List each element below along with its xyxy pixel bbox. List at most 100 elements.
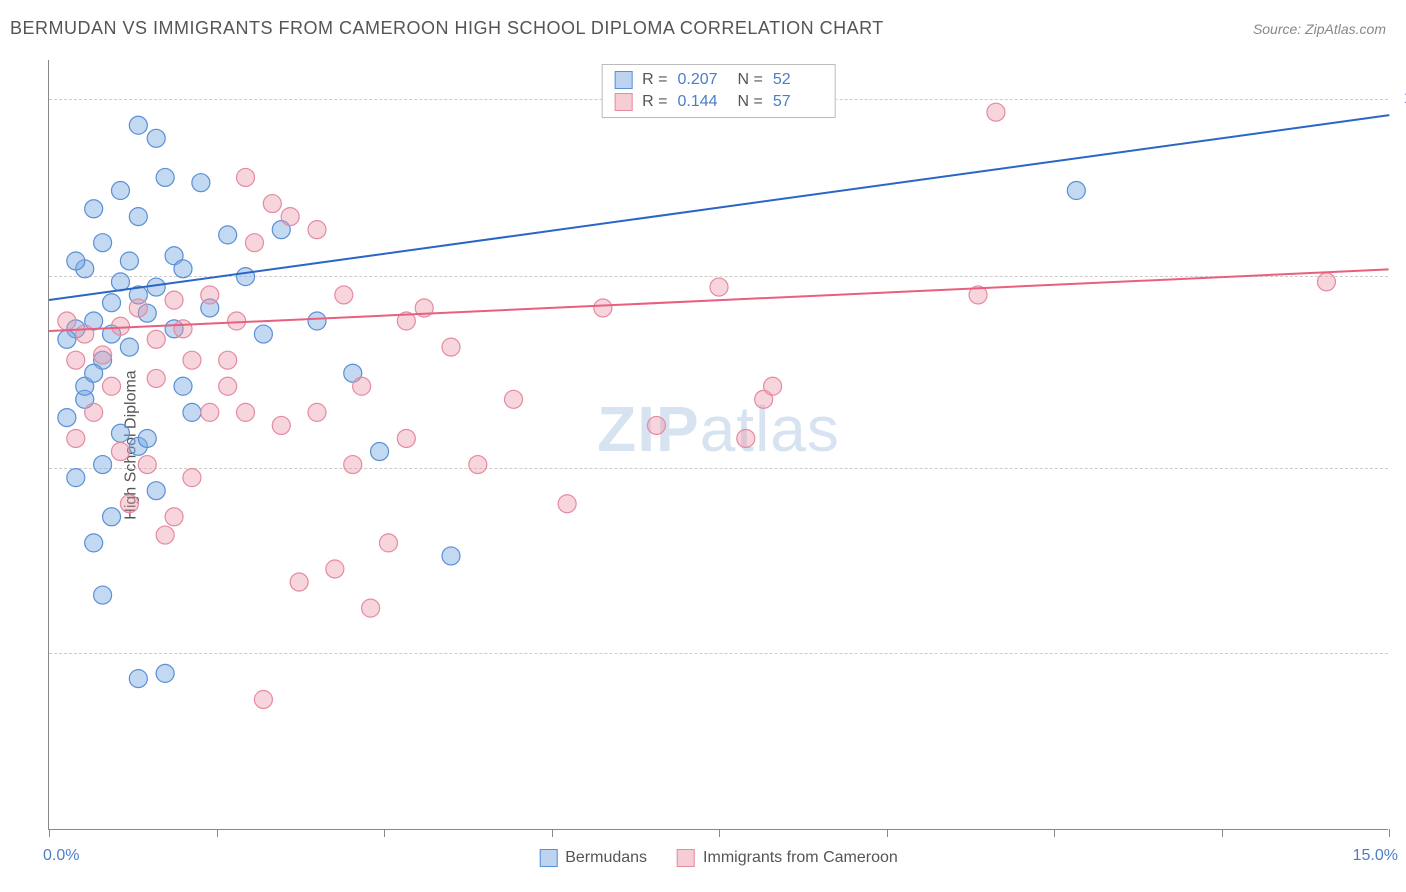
scatter-point <box>129 208 147 226</box>
x-tick <box>49 829 50 837</box>
scatter-point <box>219 351 237 369</box>
scatter-point <box>58 330 76 348</box>
x-tick <box>217 829 218 837</box>
y-tick-label: 77.5% <box>1398 644 1406 662</box>
x-tick <box>887 829 888 837</box>
r-label: R = <box>642 71 667 89</box>
r-label: R = <box>642 93 667 111</box>
scatter-point <box>326 560 344 578</box>
scatter-point <box>67 469 85 487</box>
scatter-point <box>156 168 174 186</box>
scatter-point <box>344 456 362 474</box>
scatter-point <box>254 325 272 343</box>
scatter-point <box>94 586 112 604</box>
scatter-point <box>174 377 192 395</box>
scatter-point <box>120 495 138 513</box>
x-tick <box>1222 829 1223 837</box>
title-row: BERMUDAN VS IMMIGRANTS FROM CAMEROON HIG… <box>10 18 1386 39</box>
series-swatch <box>614 71 632 89</box>
scatter-point <box>362 599 380 617</box>
legend-label: Immigrants from Cameroon <box>703 849 898 867</box>
scatter-point <box>353 377 371 395</box>
scatter-point <box>201 286 219 304</box>
scatter-point <box>237 168 255 186</box>
scatter-point <box>147 330 165 348</box>
scatter-point <box>85 200 103 218</box>
scatter-point <box>245 234 263 252</box>
scatter-point <box>58 312 76 330</box>
scatter-point <box>219 226 237 244</box>
series-swatch <box>677 849 695 867</box>
scatter-point <box>371 443 389 461</box>
scatter-point <box>710 278 728 296</box>
x-tick <box>1389 829 1390 837</box>
x-tick <box>384 829 385 837</box>
scatter-points-layer <box>49 60 1389 830</box>
y-tick-label: 92.5% <box>1398 267 1406 285</box>
scatter-point <box>85 403 103 421</box>
scatter-point <box>1067 182 1085 200</box>
x-tick <box>552 829 553 837</box>
scatter-point <box>290 573 308 591</box>
x-tick <box>719 829 720 837</box>
x-axis-max-label: 15.0% <box>1353 847 1398 865</box>
scatter-point <box>94 456 112 474</box>
scatter-point <box>647 416 665 434</box>
scatter-point <box>103 508 121 526</box>
scatter-point <box>85 534 103 552</box>
scatter-point <box>192 174 210 192</box>
chart-title: BERMUDAN VS IMMIGRANTS FROM CAMEROON HIG… <box>10 18 884 39</box>
scatter-point <box>281 208 299 226</box>
plot-area: High School Diploma 100.0%92.5%85.0%77.5… <box>48 60 1388 830</box>
scatter-point <box>219 377 237 395</box>
scatter-point <box>129 299 147 317</box>
scatter-point <box>764 377 782 395</box>
legend-item: Bermudans <box>539 849 647 867</box>
scatter-point <box>67 351 85 369</box>
chart-container: BERMUDAN VS IMMIGRANTS FROM CAMEROON HIG… <box>0 0 1406 892</box>
y-tick-label: 100.0% <box>1398 90 1406 108</box>
scatter-point <box>335 286 353 304</box>
scatter-point <box>147 129 165 147</box>
scatter-point <box>67 252 85 270</box>
scatter-point <box>558 495 576 513</box>
scatter-point <box>379 534 397 552</box>
scatter-point <box>308 403 326 421</box>
scatter-point <box>469 456 487 474</box>
scatter-point <box>1317 273 1335 291</box>
scatter-point <box>138 456 156 474</box>
scatter-point <box>505 390 523 408</box>
scatter-point <box>138 429 156 447</box>
stats-row: R = 0.207 N = 52 <box>614 69 823 91</box>
n-label: N = <box>738 93 763 111</box>
scatter-point <box>129 670 147 688</box>
series-swatch <box>614 93 632 111</box>
bottom-legend: Bermudans Immigrants from Cameroon <box>539 849 898 867</box>
scatter-point <box>183 469 201 487</box>
scatter-point <box>156 664 174 682</box>
scatter-point <box>129 116 147 134</box>
scatter-point <box>442 547 460 565</box>
scatter-point <box>201 403 219 421</box>
scatter-point <box>156 526 174 544</box>
scatter-point <box>85 364 103 382</box>
n-label: N = <box>738 71 763 89</box>
scatter-point <box>58 409 76 427</box>
source-label: Source: ZipAtlas.com <box>1253 21 1386 37</box>
scatter-point <box>594 299 612 317</box>
n-value: 52 <box>773 71 823 89</box>
scatter-point <box>174 260 192 278</box>
stats-legend-box: R =0.207N =52R =0.144N =57 <box>601 64 836 118</box>
r-value: 0.207 <box>678 71 728 89</box>
scatter-point <box>183 403 201 421</box>
scatter-point <box>147 482 165 500</box>
series-swatch <box>539 849 557 867</box>
scatter-point <box>120 252 138 270</box>
r-value: 0.144 <box>678 93 728 111</box>
scatter-point <box>111 182 129 200</box>
scatter-point <box>254 690 272 708</box>
scatter-point <box>111 443 129 461</box>
scatter-point <box>111 424 129 442</box>
scatter-point <box>737 429 755 447</box>
scatter-point <box>237 403 255 421</box>
